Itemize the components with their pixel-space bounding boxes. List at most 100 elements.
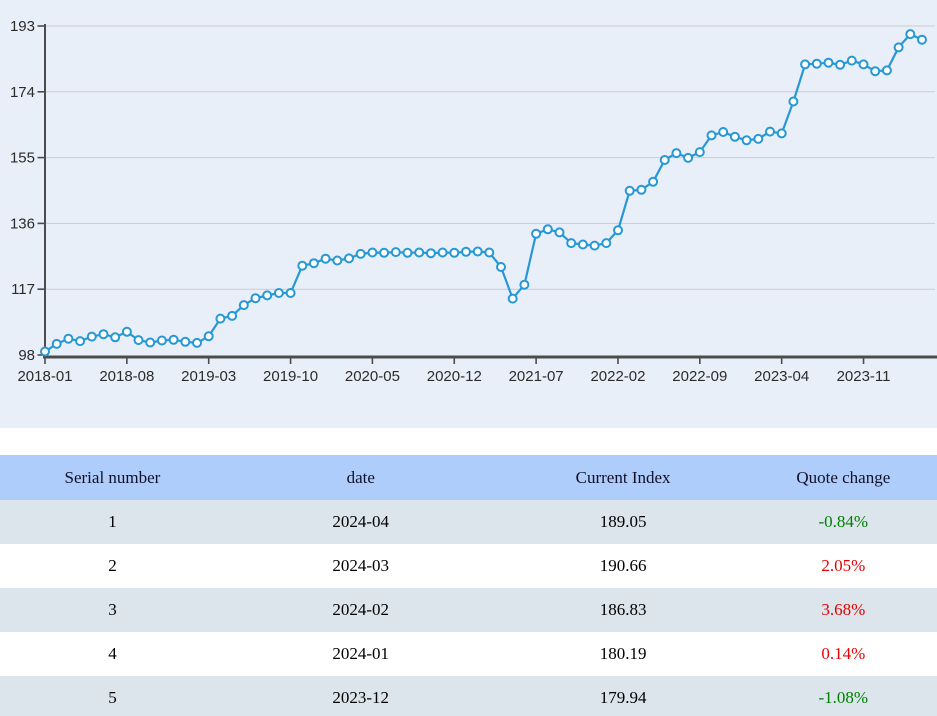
data-point-marker [98, 329, 109, 340]
cell-quote-change: 0.14% [821, 644, 866, 663]
cell-date: 2024-03 [332, 556, 390, 575]
cell-index: 189.05 [599, 512, 647, 531]
data-point-marker [811, 58, 822, 69]
x-tick-label: 2021-07 [509, 368, 564, 385]
data-point-marker [531, 228, 542, 239]
x-tick-label: 2019-03 [181, 368, 236, 385]
y-tick-label: 155 [10, 150, 35, 167]
data-point-marker [215, 313, 226, 324]
data-point-marker [297, 260, 308, 271]
data-point-marker [718, 127, 729, 137]
data-point-marker [765, 126, 775, 137]
data-point-marker [577, 239, 588, 250]
data-point-marker [63, 333, 74, 344]
table-row: 4 2024-01 180.19 0.14% [0, 632, 937, 676]
x-tick-label: 2018-08 [99, 368, 154, 385]
data-point-marker [507, 293, 518, 304]
cell-quote-change: 2.05% [821, 556, 866, 575]
data-point-marker [624, 185, 635, 196]
data-point-marker [437, 247, 448, 258]
data-point-marker [858, 59, 869, 70]
header-current-index: Current Index [496, 455, 750, 500]
data-point-marker [659, 155, 670, 165]
table-header-row: Serial number date Current Index Quote c… [0, 455, 937, 500]
data-point-marker [227, 310, 238, 321]
line-chart-svg: 98 117 136 155 174 193 2018-01 2018-08 2019-03 20… [10, 18, 937, 385]
header-serial-number: Serial number [0, 455, 225, 500]
data-point-marker [776, 128, 787, 139]
header-quote-change: Quote change [749, 455, 937, 500]
data-point-marker [484, 247, 495, 258]
data-point-marker [75, 336, 86, 347]
cell-serial: 5 [108, 688, 117, 707]
data-point-marker [881, 65, 892, 76]
data-point-marker [823, 57, 834, 68]
x-tick-label: 2022-09 [672, 368, 727, 385]
cell-date: 2024-02 [332, 600, 390, 619]
cell-quote-change: -0.84% [818, 512, 869, 531]
data-point-marker [156, 335, 167, 346]
data-point-marker [472, 246, 483, 257]
x-tick-label: 2019-10 [263, 368, 318, 385]
data-point-marker [917, 34, 927, 45]
data-point-marker [648, 176, 659, 187]
data-point-marker [402, 247, 413, 258]
data-point-marker [729, 131, 740, 142]
data-point-marker [40, 346, 50, 357]
data-point-marker [694, 147, 705, 158]
data-point-marker [601, 238, 612, 249]
data-point-marker [683, 152, 694, 163]
data-point-marker [250, 293, 261, 304]
data-point-marker [753, 133, 764, 144]
cell-index: 186.83 [599, 600, 647, 619]
cell-index: 180.19 [599, 644, 647, 663]
x-tick-label: 2023-11 [837, 368, 891, 385]
data-point-marker [344, 253, 354, 264]
data-point-marker [86, 331, 97, 342]
data-point-marker [788, 96, 799, 107]
data-point-marker [168, 334, 179, 345]
data-point-marker [905, 29, 916, 40]
cell-serial: 2 [108, 556, 117, 575]
cell-quote-change: 3.68% [821, 600, 866, 619]
x-tick-label: 2022-02 [590, 368, 645, 385]
data-point-marker [496, 262, 506, 272]
header-date: date [224, 455, 497, 500]
data-point-marker [110, 332, 121, 343]
cell-serial: 1 [108, 512, 117, 531]
cell-index: 190.66 [599, 556, 647, 575]
index-table: Serial number date Current Index Quote c… [0, 455, 937, 716]
table-row: 3 2024-02 186.83 3.68% [0, 588, 937, 632]
data-point-marker [51, 338, 62, 349]
cell-quote-change: -1.08% [818, 688, 869, 707]
data-point-marker [835, 59, 846, 70]
data-point-marker [145, 337, 156, 348]
data-point-marker [133, 335, 144, 346]
data-point-marker [870, 66, 881, 77]
cell-index: 179.94 [599, 688, 647, 707]
data-point-marker [390, 247, 401, 258]
index-line-chart-panel: 98 117 136 155 174 193 2018-01 2018-08 2019-03 20… [0, 0, 937, 428]
cell-date: 2024-01 [332, 644, 390, 663]
cell-serial: 4 [108, 644, 117, 663]
data-point-marker [238, 300, 249, 311]
data-point-marker [461, 246, 471, 257]
table-row: 1 2024-04 189.05 -0.84% [0, 500, 937, 544]
cell-date: 2024-04 [332, 512, 390, 531]
data-point-marker [192, 337, 202, 348]
y-tick-label: 193 [10, 18, 35, 35]
data-point-marker [706, 130, 717, 141]
data-point-marker [367, 247, 378, 258]
data-point-marker [285, 288, 296, 298]
table-row: 2 2024-03 190.66 2.05% [0, 544, 937, 588]
y-tick-label: 98 [18, 347, 35, 364]
data-point-marker [566, 238, 577, 249]
data-point-marker [425, 248, 436, 259]
x-tick-label: 2020-12 [427, 368, 482, 385]
data-point-marker [273, 288, 284, 298]
series-line [43, 32, 924, 353]
data-point-marker [180, 336, 191, 347]
table-row: 5 2023-12 179.94 -1.08% [0, 676, 937, 716]
data-point-marker [589, 240, 600, 251]
data-point-marker [846, 55, 857, 66]
